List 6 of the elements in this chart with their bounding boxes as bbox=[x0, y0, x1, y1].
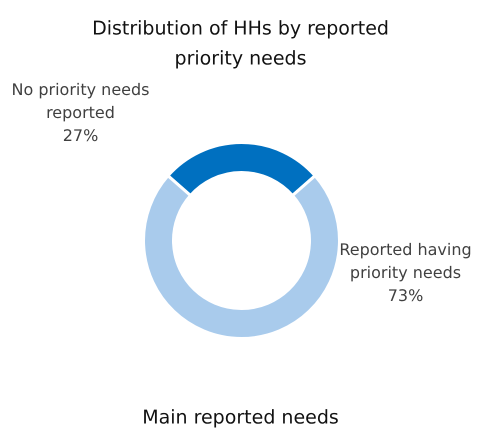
text: Main reported needs bbox=[142, 406, 339, 428]
data-label: 73% bbox=[388, 286, 424, 305]
slice-label: Reported having priority needs bbox=[339, 240, 472, 282]
chart-title: Distribution of HHs by reported priority needs bbox=[92, 18, 389, 70]
data-label: 27% bbox=[62, 126, 98, 145]
slice-label: No priority needs reported bbox=[12, 80, 150, 122]
